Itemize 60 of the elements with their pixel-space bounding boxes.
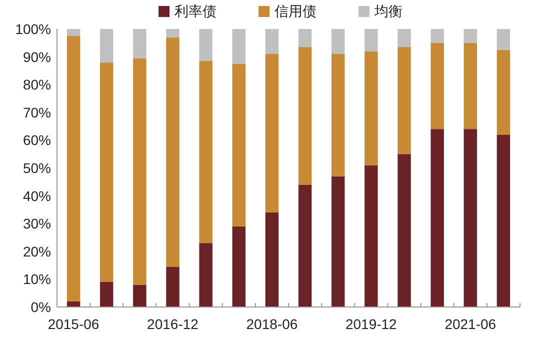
bar [398,47,411,154]
legend-label: 均衡 [374,3,402,19]
bar [364,29,378,52]
y-tick-label: 20% [22,243,51,260]
bar [199,243,212,307]
y-tick-label: 40% [22,188,51,204]
x-tick-label: 2016-12 [147,316,199,332]
bar [496,29,510,50]
bar [464,29,478,43]
legend-label: 利率债 [174,3,216,19]
x-tick-label: 2019-12 [345,316,398,332]
y-tick-label: 50% [22,160,51,176]
x-tick-label: 2015-06 [48,316,100,332]
bar [166,37,180,267]
bar [430,129,444,307]
x-tick-label: 2021-06 [444,316,496,332]
bar [232,29,246,64]
y-tick-label: 60% [22,132,51,148]
bar [66,36,80,302]
bar [464,129,478,307]
bar [265,29,279,54]
y-tick-label: 90% [22,48,51,65]
bar [166,29,180,38]
bar [265,54,279,212]
bar [199,60,212,244]
bar [100,282,114,307]
bar [464,42,478,130]
y-tick-label: 0% [30,299,51,315]
bar [496,50,510,135]
bar [331,54,345,176]
y-tick-label: 100% [15,21,51,37]
bar [265,212,279,307]
bar [398,29,411,48]
bar [496,134,510,307]
bar [133,284,146,307]
bar [331,176,345,307]
bar [331,29,345,54]
bar [66,29,80,36]
bar [166,266,180,307]
legend-label: 信用债 [274,3,316,19]
bar [364,165,378,307]
y-tick-label: 10% [22,271,51,288]
y-tick-label: 30% [22,216,51,232]
y-tick-label: 80% [22,76,51,93]
bar [133,29,146,58]
bar [133,58,146,285]
bar [298,184,312,307]
bar [298,47,312,185]
bar [430,42,444,130]
bar [100,62,114,282]
bar [100,29,114,62]
bar [298,29,312,48]
x-tick-label: 2018-06 [246,316,298,332]
y-tick-label: 70% [22,104,51,120]
bar [232,226,246,307]
bar [364,51,378,166]
bar [398,154,411,307]
bar [430,29,444,43]
bar [199,29,212,61]
bar [232,64,246,226]
